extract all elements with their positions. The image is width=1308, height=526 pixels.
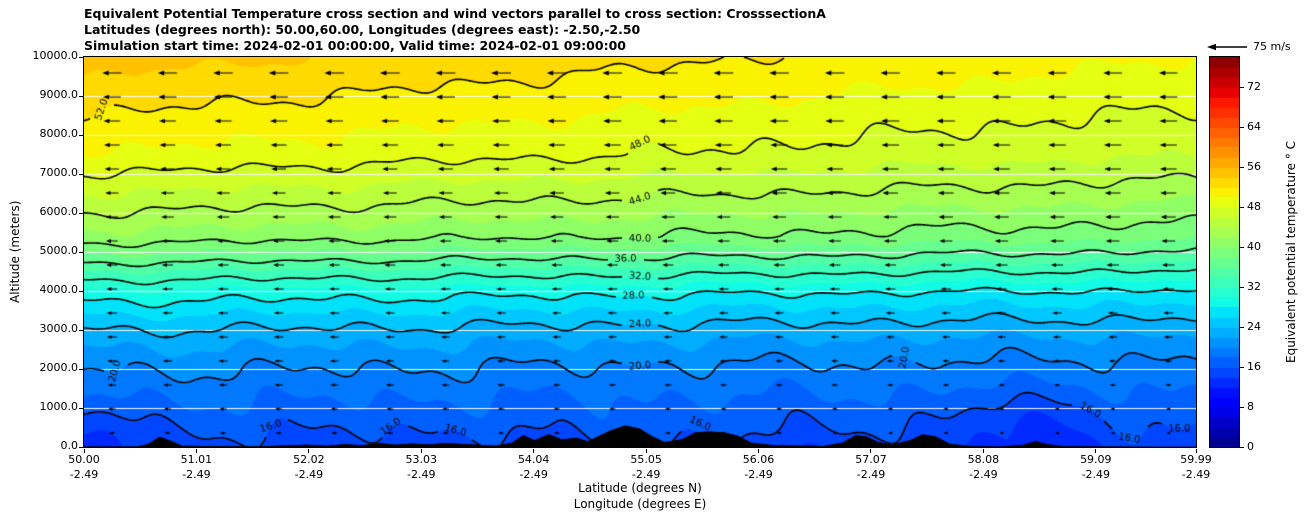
quiver-key-label: 75 m/s	[1253, 40, 1291, 53]
colorbar-tick-label: 24	[1247, 320, 1261, 333]
colorbar-tick-label: 72	[1247, 80, 1261, 93]
cross-section-plot	[83, 56, 1197, 448]
y-tick-label: 6000.0	[39, 205, 79, 218]
y-tick-label: 2000.0	[39, 361, 79, 374]
colorbar	[1209, 56, 1240, 448]
x-tick-lon: -2.49	[631, 468, 661, 481]
x-tick-lat: 59.99	[1180, 453, 1212, 466]
y-tick-label: 7000.0	[39, 166, 79, 179]
x-tick-lon: -2.49	[969, 468, 998, 481]
y-tick-label: 9000.0	[39, 88, 79, 101]
x-tick-mark	[420, 449, 422, 453]
x-tick-lon: -2.49	[1081, 468, 1111, 481]
y-tick-mark	[79, 95, 83, 97]
x-tick-lon: -2.49	[856, 468, 886, 481]
y-tick-mark	[79, 407, 83, 409]
x-tick-label: 51.01 -2.49	[164, 452, 228, 482]
x-tick-lat: 55.05	[630, 453, 662, 466]
x-tick-label: 50.00 -2.49	[52, 452, 116, 482]
x-tick-mark	[195, 449, 197, 453]
x-tick-lon: -2.49	[744, 468, 773, 481]
y-tick-mark	[79, 212, 83, 214]
y-tick-mark	[79, 134, 83, 136]
colorbar-tick-label: 0	[1247, 440, 1254, 453]
quiver-key-arrow-icon	[1207, 43, 1247, 50]
colorbar-tick-mark	[1240, 446, 1244, 448]
colorbar-tick-mark	[1240, 366, 1244, 368]
x-tick-lon: -2.49	[182, 468, 211, 481]
y-tick-label: 1000.0	[39, 400, 79, 413]
colorbar-tick-label: 64	[1247, 120, 1261, 133]
colorbar-tick-mark	[1240, 246, 1244, 248]
y-tick-mark	[79, 329, 83, 331]
x-tick-label: 58.08 -2.49	[951, 452, 1015, 482]
colorbar-tick-label: 16	[1247, 360, 1261, 373]
y-tick-label: 10000.0	[32, 49, 79, 62]
x-tick-lon: -2.49	[407, 468, 436, 481]
y-tick-mark	[79, 446, 83, 448]
colorbar-tick-mark	[1240, 126, 1244, 128]
quiver-key: 75 m/s	[1206, 40, 1291, 53]
colorbar-tick-mark	[1240, 166, 1244, 168]
x-tick-lat: 53.03	[405, 453, 438, 466]
latitude-axis-label: Latitude (degrees N)	[578, 481, 702, 495]
colorbar-tick-label: 40	[1247, 240, 1261, 253]
y-tick-label: 8000.0	[39, 127, 79, 140]
x-tick-lat: 57.07	[855, 453, 887, 466]
x-tick-lon: -2.49	[1181, 468, 1211, 481]
x-tick-lon: -2.49	[69, 468, 99, 481]
colorbar-tick-mark	[1240, 206, 1244, 208]
x-tick-lat: 58.08	[967, 453, 1000, 466]
colorbar-tick-label: 32	[1247, 280, 1261, 293]
x-tick-lat: 50.00	[68, 453, 100, 466]
x-tick-mark	[83, 449, 85, 453]
x-tick-label: 55.05 -2.49	[614, 452, 678, 482]
figure-title-line-2: Latitudes (degrees north): 50.00,60.00, …	[84, 22, 641, 37]
y-tick-mark	[79, 173, 83, 175]
x-tick-label: 53.03 -2.49	[389, 452, 453, 482]
x-tick-lat: 59.09	[1080, 453, 1112, 466]
x-tick-label: 54.04 -2.49	[502, 452, 566, 482]
x-tick-label: 59.99 -2.49	[1164, 452, 1228, 482]
x-tick-mark	[1195, 449, 1197, 453]
colorbar-tick-label: 48	[1247, 200, 1261, 213]
colorbar-label: Equivalent potential temperature ° C	[1284, 140, 1298, 364]
x-tick-lon: -2.49	[519, 468, 548, 481]
y-tick-mark	[79, 368, 83, 370]
y-tick-mark	[79, 290, 83, 292]
colorbar-tick-mark	[1240, 326, 1244, 328]
x-tick-mark	[870, 449, 872, 453]
x-tick-label: 56.06 -2.49	[727, 452, 791, 482]
longitude-axis-label: Longitude (degrees E)	[573, 497, 707, 511]
x-tick-label: 57.07 -2.49	[839, 452, 903, 482]
x-tick-mark	[308, 449, 310, 453]
x-tick-lat: 56.06	[742, 453, 775, 466]
y-tick-label: 3000.0	[39, 322, 79, 335]
x-tick-mark	[1095, 449, 1097, 453]
x-tick-label: 59.09 -2.49	[1064, 452, 1128, 482]
x-tick-mark	[533, 449, 535, 453]
figure-title-line-3: Simulation start time: 2024-02-01 00:00:…	[84, 38, 626, 53]
figure-title-line-1: Equivalent Potential Temperature cross s…	[84, 6, 826, 21]
x-tick-mark	[645, 449, 647, 453]
x-tick-lon: -2.49	[294, 468, 324, 481]
colorbar-tick-label: 8	[1247, 400, 1254, 413]
x-tick-lat: 52.02	[293, 453, 325, 466]
colorbar-tick-label: 56	[1247, 160, 1261, 173]
x-tick-mark	[758, 449, 760, 453]
colorbar-tick-mark	[1240, 406, 1244, 408]
x-tick-lat: 54.04	[517, 453, 550, 466]
x-tick-lat: 51.01	[180, 453, 213, 466]
y-tick-label: 5000.0	[39, 244, 79, 257]
y-tick-mark	[79, 56, 83, 58]
x-tick-label: 52.02 -2.49	[277, 452, 341, 482]
y-tick-label: 4000.0	[39, 283, 79, 296]
colorbar-tick-mark	[1240, 286, 1244, 288]
y-tick-mark	[79, 251, 83, 253]
y-tick-label: 0.0	[60, 439, 79, 452]
colorbar-tick-mark	[1240, 86, 1244, 88]
x-tick-mark	[982, 449, 984, 453]
